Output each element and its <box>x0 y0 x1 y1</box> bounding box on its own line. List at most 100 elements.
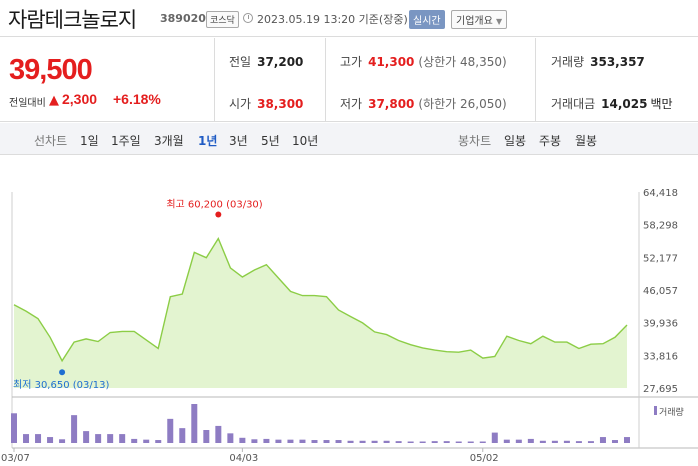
volume-bar <box>155 440 162 443</box>
volume-bar <box>455 441 462 443</box>
candle-daily[interactable]: 일봉 <box>504 134 527 148</box>
high-label: 최고 60,200 (03/30) <box>166 199 262 211</box>
price-line <box>13 236 628 363</box>
volume-bar <box>551 440 558 443</box>
stat-value: 37,200 <box>257 55 304 69</box>
period-1w[interactable]: 1주일 <box>111 134 141 148</box>
volume-bar <box>71 415 78 443</box>
volume-bar <box>275 439 282 443</box>
stat-label: 전일 <box>229 55 252 69</box>
period-3y[interactable]: 3년 <box>229 134 248 148</box>
company-name: 자람테크놀로지 <box>8 8 137 32</box>
stock-code: 389020 <box>160 12 206 25</box>
volume-bar <box>287 439 294 443</box>
x-tick-label: 04/03 <box>229 453 258 464</box>
stat-value: 38,300 <box>257 97 304 111</box>
company-overview-label: 기업개요 <box>456 16 493 27</box>
stat-unit: 백만 <box>650 97 673 111</box>
chevron-down-icon: ▼ <box>496 17 503 26</box>
clock-icon <box>243 13 253 23</box>
stat-label: 거래량 <box>551 55 585 69</box>
volume-bar <box>251 439 258 443</box>
lower-limit: (하한가 26,050) <box>418 97 507 111</box>
volume-bar <box>527 438 534 443</box>
upper-limit: (상한가 48,350) <box>418 55 507 69</box>
volume-bar <box>407 441 414 443</box>
stat-prev-close: 전일 37,200 <box>229 53 303 70</box>
price-area <box>14 238 627 388</box>
line-chart-label: 선차트 <box>34 134 68 148</box>
volume-bar <box>83 431 90 443</box>
divider <box>214 38 215 122</box>
volume-bar <box>323 440 330 443</box>
volume-bar <box>35 434 42 443</box>
volume-bar <box>107 434 114 443</box>
y-tick-label: 27,695 <box>643 384 678 395</box>
volume-bar <box>515 439 522 443</box>
volume-bar <box>419 441 426 443</box>
divider <box>325 38 326 122</box>
stat-value: 353,357 <box>590 55 645 69</box>
volume-bar <box>227 433 234 443</box>
volume-bar <box>479 441 486 443</box>
realtime-button[interactable]: 실시간 <box>409 10 445 29</box>
volume-bar <box>599 437 606 443</box>
volume-bar <box>443 441 450 443</box>
candle-monthly[interactable]: 월봉 <box>575 134 598 148</box>
volume-bar <box>383 440 390 443</box>
volume-bar <box>203 430 210 443</box>
divider <box>535 38 536 122</box>
volume-bar <box>47 437 54 443</box>
volume-bar <box>23 434 30 443</box>
volume-bar <box>347 440 354 443</box>
volume-bar <box>467 441 474 443</box>
volume-bar <box>539 440 546 443</box>
stat-label: 시가 <box>229 97 252 111</box>
candle-weekly[interactable]: 주봉 <box>539 134 562 148</box>
volume-bar <box>59 439 66 443</box>
price-summary: 39,500 전일대비 ▲ 2,300 +6.18% 전일 37,200 시가 38… <box>0 38 698 122</box>
y-tick-label: 64,418 <box>643 188 678 199</box>
volume-bar <box>395 441 402 443</box>
stock-header: 자람테크놀로지 389020 코스닥 2023.05.19 13:20 기준(장… <box>0 0 698 37</box>
period-10y[interactable]: 10년 <box>292 134 319 148</box>
volume-bar <box>263 438 270 443</box>
stat-label: 고가 <box>340 55 363 69</box>
volume-bar <box>611 440 618 443</box>
period-3m[interactable]: 3개월 <box>154 134 184 148</box>
period-1d[interactable]: 1일 <box>80 134 99 148</box>
stat-high: 고가 41,300 (상한가 48,350) <box>340 53 507 70</box>
low-marker <box>59 369 66 376</box>
stat-volume: 거래량 353,357 <box>551 53 645 70</box>
company-overview-dropdown[interactable]: 기업개요 ▼ <box>451 10 508 29</box>
low-label: 최저 30,650 (03/13) <box>13 379 109 391</box>
price-chart[interactable]: 64,418 58,298 52,177 46,057 39,936 33,816 27,6… <box>0 156 698 466</box>
x-tick-label: 05/02 <box>470 453 499 464</box>
market-badge: 코스닥 <box>206 11 239 28</box>
stat-label: 거래대금 <box>551 97 596 111</box>
volume-bar <box>191 404 198 443</box>
y-tick-label: 33,816 <box>643 351 678 362</box>
x-tick-label: 03/07 <box>1 453 30 464</box>
volume-bar <box>11 413 17 443</box>
current-price: 39,500 <box>9 54 93 86</box>
volume-bar <box>359 440 366 443</box>
volume-bar <box>95 434 102 443</box>
up-arrow-icon: ▲ <box>49 93 59 108</box>
stat-open: 시가 38,300 <box>229 95 303 112</box>
volume-bar <box>143 439 150 443</box>
volume-bar <box>119 434 126 443</box>
volume-bar <box>503 439 510 443</box>
volume-bar <box>179 428 186 443</box>
volume-bar <box>311 440 318 443</box>
stat-value: 14,025 <box>601 97 648 111</box>
volume-bar <box>299 439 306 443</box>
period-5y[interactable]: 5년 <box>261 134 280 148</box>
y-tick-label: 46,057 <box>643 286 678 297</box>
volume-bar <box>431 441 438 443</box>
volume-bar <box>239 437 246 443</box>
period-1y[interactable]: 1년 <box>198 134 218 148</box>
change-label: 전일대비 <box>9 98 46 109</box>
volume-bar <box>575 441 582 443</box>
volume-bar <box>371 440 378 443</box>
